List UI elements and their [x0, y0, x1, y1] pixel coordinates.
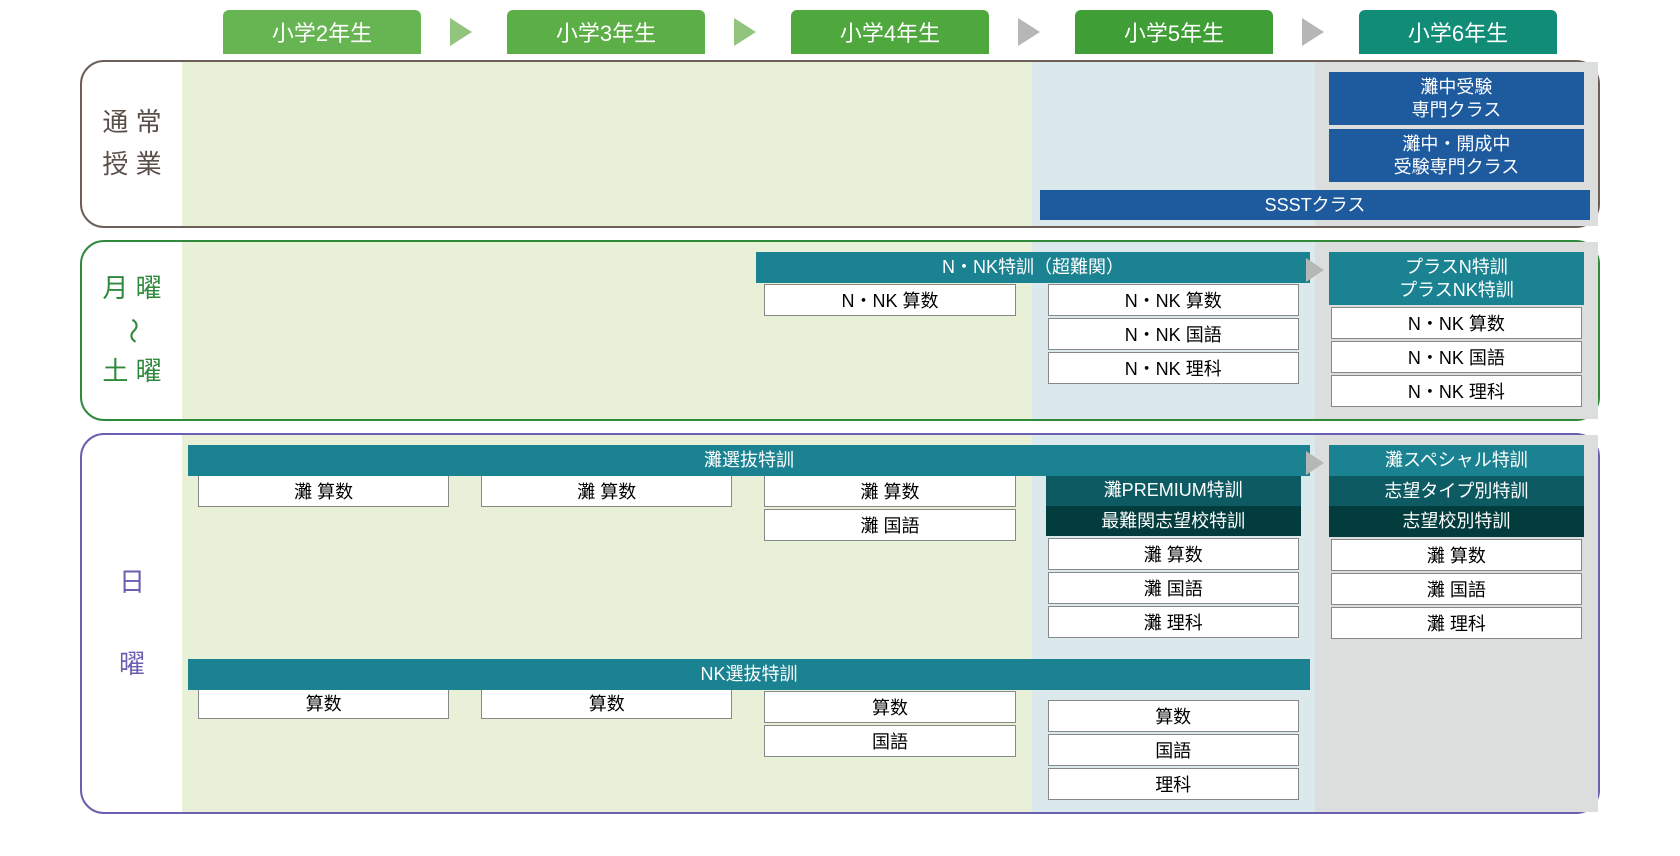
row-label-line: 土 曜	[102, 351, 161, 393]
subject-box: 灘 理科	[1331, 607, 1582, 639]
subject-box: 算数	[481, 687, 732, 719]
nnk-header-bar: N・NK特訓（超難関）	[756, 252, 1310, 283]
subject-box: 理科	[1048, 768, 1299, 800]
subject-box: 灘 国語	[764, 509, 1015, 541]
grade-col-2	[182, 62, 465, 226]
grade-header-cell: 小学2年生	[180, 10, 464, 54]
row-label-line: 〜	[111, 317, 153, 343]
arrow-icon	[1306, 451, 1324, 475]
subject-box: 国語	[764, 725, 1015, 757]
grade-header-cell: 小学6年生	[1316, 10, 1600, 54]
subject-box: 灘 国語	[1331, 573, 1582, 605]
subject-box: 算数	[1048, 700, 1299, 732]
nada-header-bar: 灘選抜特訓	[188, 445, 1310, 476]
sub-header-bar: 灘PREMIUM特訓	[1046, 475, 1301, 506]
row-label-line: 月 曜	[102, 268, 161, 310]
subject-box: 灘 算数	[1331, 539, 1582, 571]
subject-box: N・NK 算数	[1048, 284, 1299, 316]
class-bar: 灘中受験 専門クラス	[1329, 72, 1584, 125]
subject-box: N・NK 国語	[1048, 318, 1299, 350]
row-label-line: 日	[119, 562, 145, 604]
grade-col-3: 灘 算数 算数	[465, 435, 748, 812]
grade-tab: 小学2年生	[223, 10, 422, 54]
row-label-sunday: 日 曜	[82, 435, 182, 812]
class-bar: 灘スペシャル特訓	[1329, 445, 1584, 476]
subject-box: 灘 算数	[481, 475, 732, 507]
subject-box: N・NK 算数	[1331, 307, 1582, 339]
sub-header-bar: 最難関志望校特訓	[1046, 506, 1301, 537]
grade-col-2	[182, 242, 465, 419]
arrow-icon	[1306, 258, 1324, 282]
section-sunday: 日 曜 灘 算数 算数 灘 算数 算数 灘 算数 灘 国語	[80, 433, 1600, 814]
subject-box: N・NK 算数	[764, 284, 1015, 316]
grade-col-3	[465, 62, 748, 226]
ssst-bar: SSSTクラス	[1040, 190, 1590, 221]
subject-box: N・NK 理科	[1331, 375, 1582, 407]
row-label-line: 曜	[119, 644, 145, 686]
nk-header-bar: NK選抜特訓	[188, 659, 1310, 690]
subject-box: 灘 算数	[764, 475, 1015, 507]
sub-header-bar: 志望校別特訓	[1329, 506, 1584, 537]
section-weekday: 月 曜 〜 土 曜 N・NK 算数 N・NK 算数 N・NK 国語 N・NK 理…	[80, 240, 1600, 421]
sub-header-bar: 志望タイプ別特訓	[1329, 476, 1584, 507]
class-bar: プラスN特訓 プラスNK特訓	[1329, 252, 1584, 305]
grade-col-4: 灘 算数 灘 国語 算数 国語	[748, 435, 1031, 812]
subject-box: 算数	[198, 687, 449, 719]
row-label-regular: 通 常 授 業	[82, 62, 182, 226]
subject-box: 算数	[764, 691, 1015, 723]
grade-header-cell: 小学3年生	[464, 10, 748, 54]
subject-box: N・NK 理科	[1048, 352, 1299, 384]
row-label-line	[119, 604, 145, 644]
grade-col-6: プラスN特訓 プラスNK特訓 N・NK 算数 N・NK 国語 N・NK 理科	[1315, 242, 1598, 419]
row-label-line: 授 業	[102, 144, 161, 186]
grade-header-cell: 小学4年生	[748, 10, 1032, 54]
grade-header-row: 小学2年生 小学3年生 小学4年生 小学5年生 小学6年生	[80, 10, 1600, 54]
row-label-line: 通 常	[102, 102, 161, 144]
subject-box: 灘 算数	[1048, 538, 1299, 570]
grade-col-4	[748, 62, 1031, 226]
subject-box: 灘 算数	[198, 475, 449, 507]
grade-col-2: 灘 算数 算数	[182, 435, 465, 812]
subject-box: N・NK 国語	[1331, 341, 1582, 373]
class-bar: 灘中・開成中 受験専門クラス	[1329, 129, 1584, 182]
section-regular: 通 常 授 業 灘中受験 専門クラス 灘中・開成中 受験専門クラス SSSTクラ…	[80, 60, 1600, 228]
grade-tab: 小学5年生	[1075, 10, 1274, 54]
grade-tab: 小学4年生	[791, 10, 990, 54]
subject-box: 灘 理科	[1048, 606, 1299, 638]
subject-box: 灘 国語	[1048, 572, 1299, 604]
grade-col-6: 灘スペシャル特訓 志望タイプ別特訓 志望校別特訓 灘 算数 灘 国語 灘 理科	[1315, 435, 1598, 812]
grade-tab: 小学6年生	[1359, 10, 1558, 54]
grade-col-5: 灘PREMIUM特訓 最難関志望校特訓 灘 算数 灘 国語 灘 理科 算数 国語…	[1032, 435, 1315, 812]
curriculum-diagram: 小学2年生 小学3年生 小学4年生 小学5年生 小学6年生 通 常 授 業	[80, 10, 1600, 814]
grade-col-3	[465, 242, 748, 419]
row-label-weekday: 月 曜 〜 土 曜	[82, 242, 182, 419]
grade-header-cell: 小学5年生	[1032, 10, 1316, 54]
grade-tab: 小学3年生	[507, 10, 706, 54]
subject-box: 国語	[1048, 734, 1299, 766]
